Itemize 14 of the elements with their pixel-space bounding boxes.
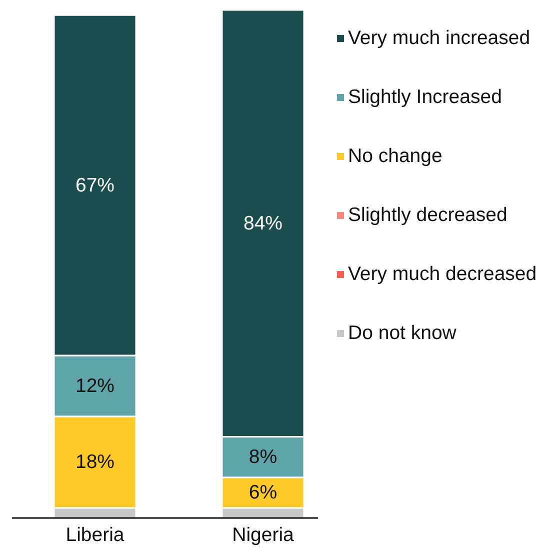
data-label: 6%: [248, 482, 278, 504]
data-label: 12%: [75, 374, 115, 397]
legend-label: Do not know: [348, 322, 456, 344]
legend-label: Very much decreased: [348, 263, 537, 285]
legend-label: No change: [348, 145, 442, 167]
data-label: 8%: [248, 446, 278, 468]
data-label: 67%: [75, 174, 115, 196]
data-label: 84%: [243, 212, 283, 234]
data-label: 18%: [75, 451, 115, 474]
legend-label: Slightly decreased: [348, 204, 508, 226]
x-tick-label: Nigeria: [232, 524, 294, 546]
legend-label: Slightly Increased: [348, 86, 502, 108]
x-tick-label: Liberia: [66, 524, 124, 546]
legend-label: Very much increased: [348, 27, 530, 49]
